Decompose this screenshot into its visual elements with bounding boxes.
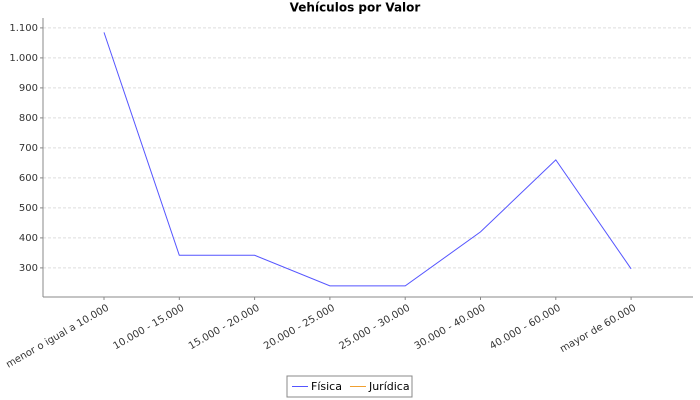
- y-tick-label: 700: [19, 143, 38, 154]
- y-tick-label: 1.100: [9, 23, 38, 34]
- y-tick-label: 500: [19, 203, 38, 214]
- x-tick-label: 20.000 - 25.000: [262, 303, 337, 353]
- x-tick-label: mayor de 60.000: [558, 303, 638, 355]
- series-line: [103, 32, 632, 287]
- legend-label: Física: [311, 380, 342, 393]
- legend-box: [286, 375, 413, 398]
- x-tick-label: 25.000 - 30.000: [337, 303, 412, 353]
- x-tick-label: 10.000 - 15.000: [112, 303, 187, 353]
- legend-label: Jurídica: [368, 380, 410, 393]
- x-tick-label: 15.000 - 20.000: [187, 303, 262, 353]
- y-tick-label: 1.000: [9, 53, 38, 64]
- y-tick-label: 900: [19, 83, 38, 94]
- chart-title: Vehículos por Valor: [290, 1, 421, 15]
- y-tick-label: 400: [19, 233, 38, 244]
- y-tick-label: 600: [19, 173, 38, 184]
- x-tick-label: 40.000 - 60.000: [488, 303, 563, 353]
- y-tick-label: 300: [19, 263, 38, 274]
- x-tick-label: 30.000 - 40.000: [413, 303, 488, 353]
- y-tick-label: 800: [19, 113, 38, 124]
- x-tick-label: menor o igual a 10.000: [4, 303, 111, 371]
